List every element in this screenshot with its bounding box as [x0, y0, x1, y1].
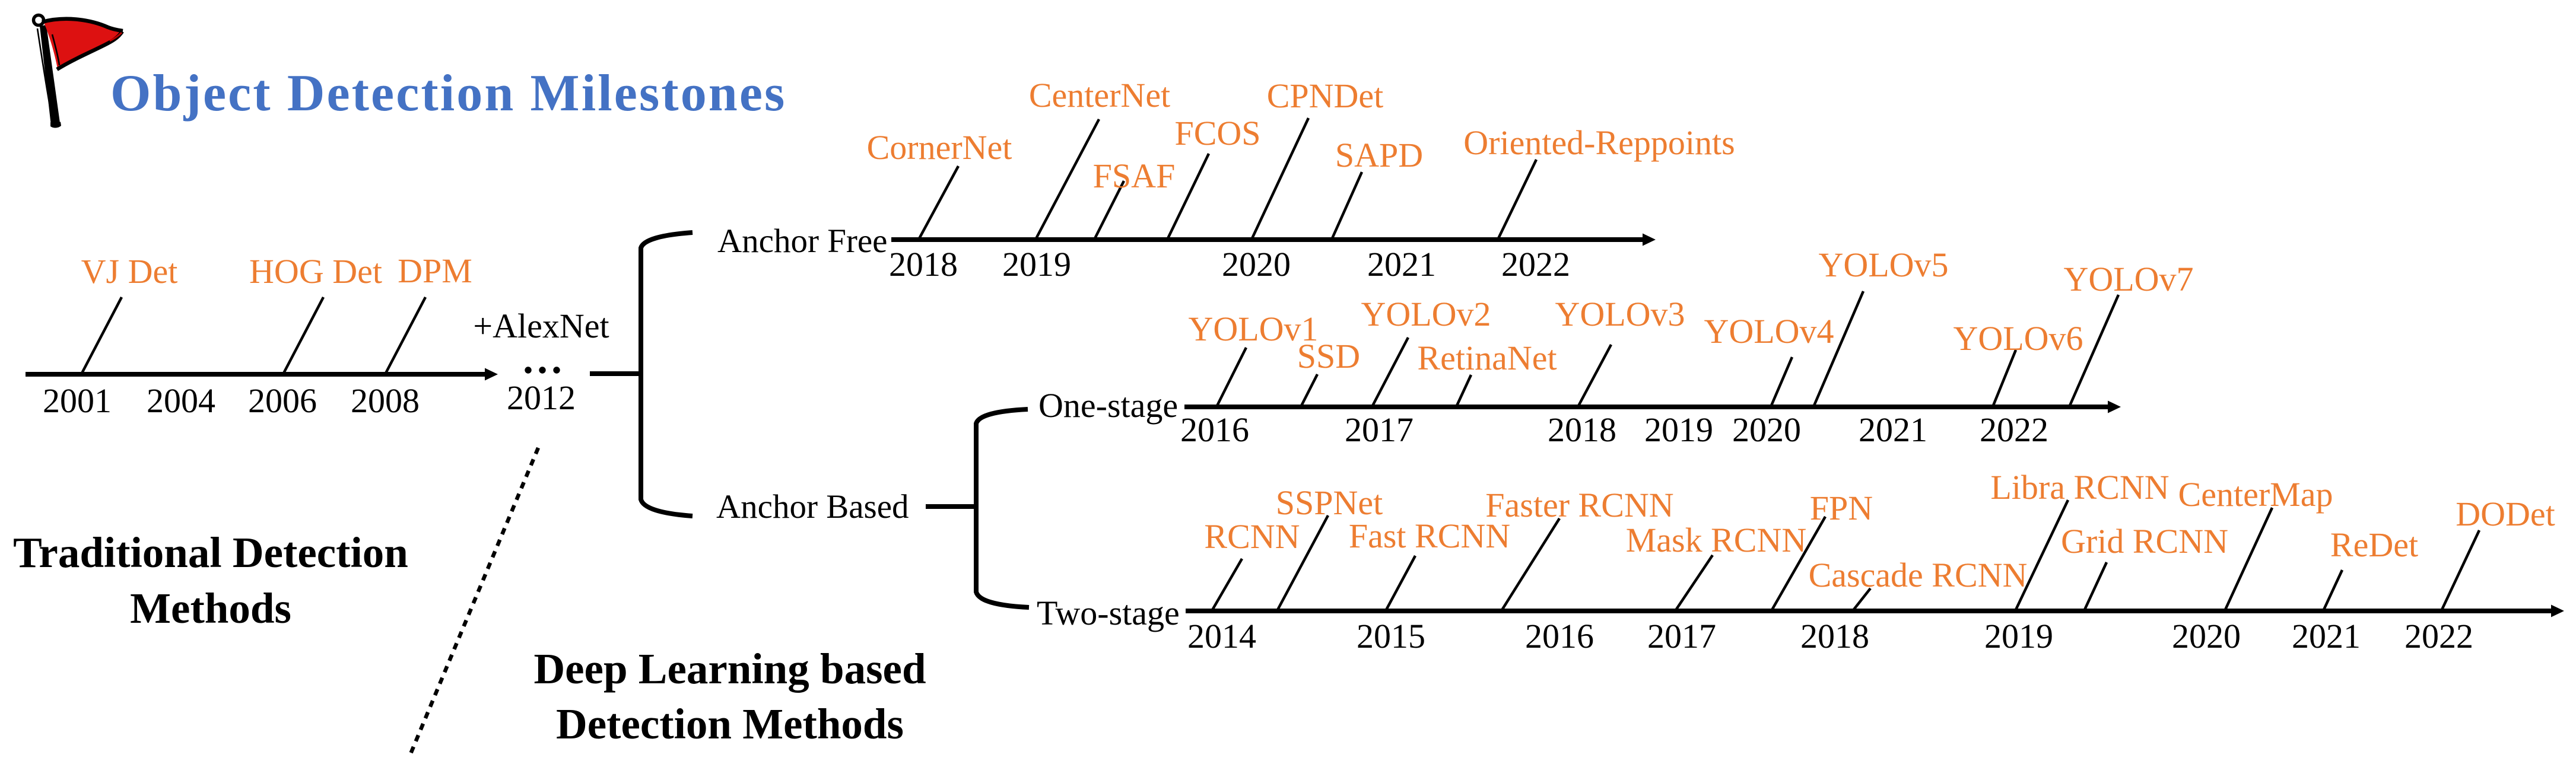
- svg-text:2020: 2020: [1222, 245, 1291, 284]
- svg-text:2017: 2017: [1647, 617, 1716, 655]
- svg-text:YOLOv7: YOLOv7: [2063, 260, 2193, 298]
- svg-text:RCNN: RCNN: [1204, 517, 1300, 556]
- svg-text:Oriented-Reppoints: Oriented-Reppoints: [1463, 123, 1735, 162]
- svg-text:2018: 2018: [1800, 617, 1869, 655]
- svg-text:Traditional Detection: Traditional Detection: [13, 528, 408, 577]
- svg-text:YOLOv3: YOLOv3: [1555, 295, 1685, 333]
- svg-text:YOLOv4: YOLOv4: [1704, 312, 1834, 351]
- svg-text:2021: 2021: [1367, 245, 1436, 284]
- svg-text:2015: 2015: [1357, 617, 1425, 655]
- svg-text:FPN: FPN: [1810, 489, 1873, 527]
- svg-text:2004: 2004: [147, 381, 215, 420]
- svg-text:CenterNet: CenterNet: [1029, 76, 1170, 114]
- svg-text:SSPNet: SSPNet: [1276, 483, 1383, 522]
- svg-text:2006: 2006: [248, 381, 317, 420]
- svg-text:CornerNet: CornerNet: [867, 128, 1012, 167]
- svg-text:2016: 2016: [1525, 617, 1594, 655]
- svg-text:2020: 2020: [1732, 410, 1801, 449]
- svg-text:2012: 2012: [507, 378, 576, 417]
- svg-text:Grid RCNN: Grid RCNN: [2061, 522, 2228, 561]
- svg-text:DODet: DODet: [2456, 495, 2555, 533]
- svg-text:Methods: Methods: [130, 584, 291, 632]
- svg-text:+AlexNet: +AlexNet: [473, 307, 609, 345]
- svg-text:2021: 2021: [2292, 617, 2361, 655]
- svg-text:2018: 2018: [1548, 410, 1616, 449]
- svg-text:Libra RCNN: Libra RCNN: [1990, 468, 2169, 507]
- svg-text:RetinaNet: RetinaNet: [1417, 339, 1557, 377]
- svg-text:2021: 2021: [1859, 410, 1927, 449]
- svg-text:SSD: SSD: [1297, 337, 1360, 375]
- svg-text:Anchor Free: Anchor Free: [717, 222, 887, 260]
- svg-text:Object Detection Milestones: Object Detection Milestones: [110, 65, 786, 122]
- svg-text:YOLOv6: YOLOv6: [1953, 319, 2083, 358]
- svg-text:Fast RCNN: Fast RCNN: [1349, 517, 1510, 555]
- svg-text:Cascade RCNN: Cascade RCNN: [1809, 556, 2028, 594]
- svg-text:Anchor Based: Anchor Based: [716, 488, 909, 526]
- svg-text:FCOS: FCOS: [1174, 114, 1260, 152]
- svg-text:SAPD: SAPD: [1335, 136, 1423, 174]
- svg-text:Faster RCNN: Faster RCNN: [1485, 486, 1673, 524]
- svg-text:2008: 2008: [351, 381, 420, 420]
- svg-text:Two-stage: Two-stage: [1037, 594, 1180, 632]
- svg-text:CenterMap: CenterMap: [2178, 475, 2333, 514]
- svg-text:2020: 2020: [2172, 617, 2241, 655]
- svg-text:Detection Methods: Detection Methods: [556, 700, 904, 748]
- svg-text:2019: 2019: [1984, 617, 2053, 655]
- svg-text:VJ Det: VJ Det: [81, 252, 178, 291]
- svg-text:One-stage: One-stage: [1038, 386, 1178, 425]
- svg-text:2022: 2022: [1501, 245, 1570, 284]
- svg-text:2019: 2019: [1002, 245, 1071, 284]
- svg-text:CPNDet: CPNDet: [1267, 77, 1384, 115]
- svg-text:YOLOv1: YOLOv1: [1188, 310, 1318, 348]
- svg-text:DPM: DPM: [398, 251, 472, 290]
- svg-text:ReDet: ReDet: [2330, 526, 2418, 564]
- svg-text:2022: 2022: [2405, 617, 2473, 655]
- svg-text:2018: 2018: [889, 245, 958, 284]
- svg-text:YOLOv5: YOLOv5: [1818, 246, 1948, 284]
- svg-text:2014: 2014: [1187, 617, 1256, 655]
- svg-text:2022: 2022: [1980, 410, 2048, 449]
- svg-text:Deep Learning based: Deep Learning based: [533, 645, 926, 693]
- svg-text:FSAF: FSAF: [1093, 157, 1176, 195]
- svg-text:Mask RCNN: Mask RCNN: [1626, 521, 1807, 559]
- svg-text:2001: 2001: [43, 381, 112, 420]
- svg-text:2016: 2016: [1180, 410, 1249, 449]
- svg-text:2017: 2017: [1345, 410, 1414, 449]
- svg-text:YOLOv2: YOLOv2: [1361, 295, 1491, 333]
- svg-text:HOG Det: HOG Det: [249, 252, 382, 291]
- svg-text:2019: 2019: [1644, 410, 1713, 449]
